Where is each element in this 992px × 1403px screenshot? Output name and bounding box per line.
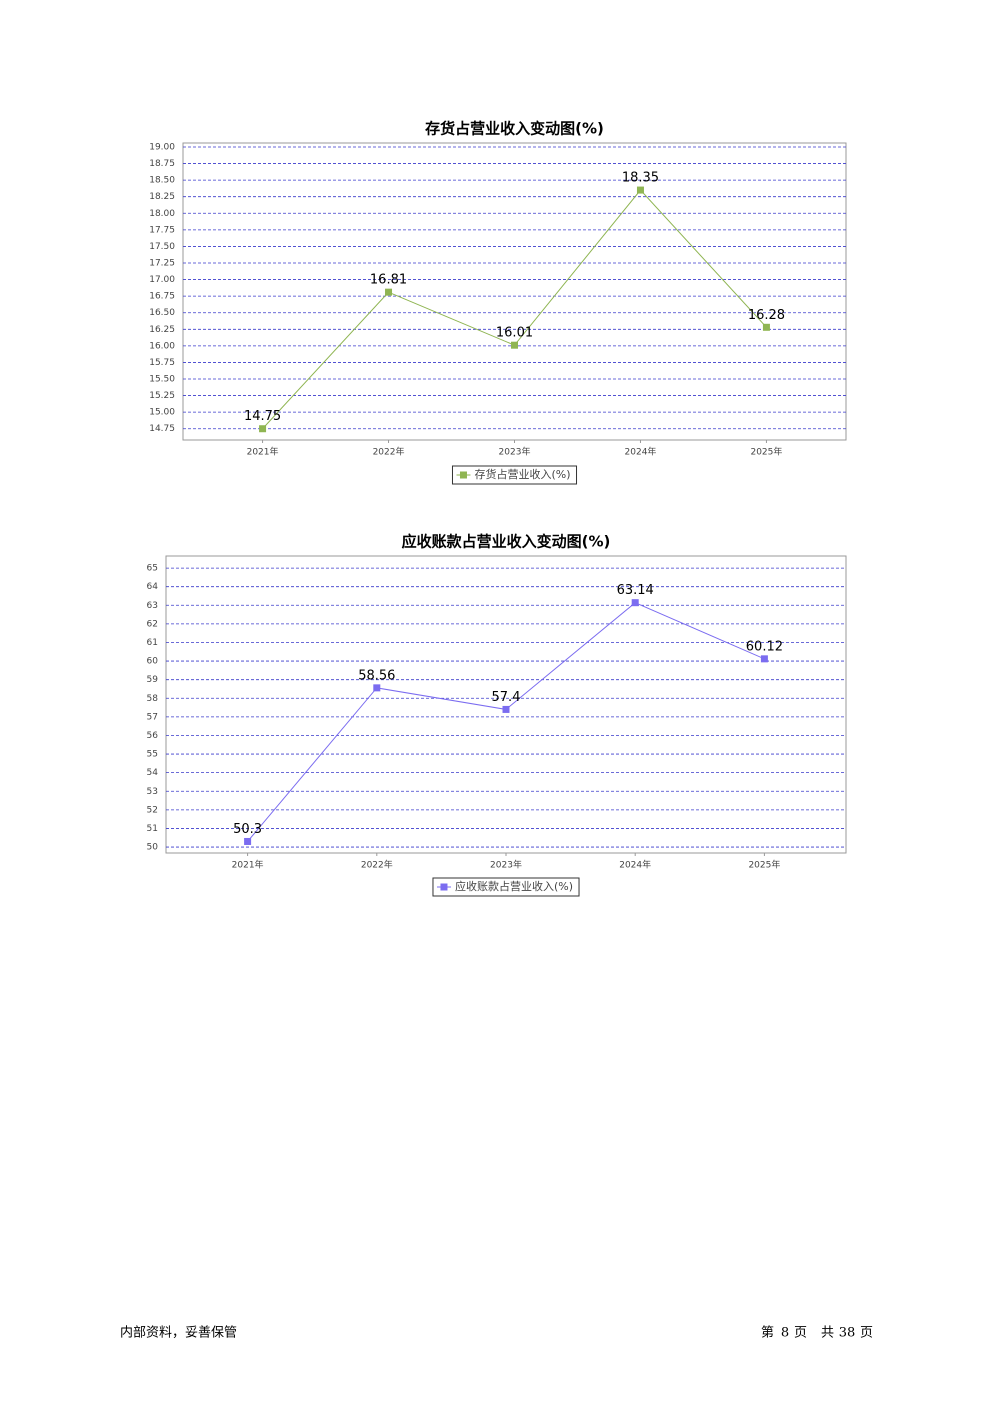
point bbox=[511, 341, 518, 349]
y-tick-label: 62 bbox=[147, 619, 158, 629]
y-tick-label: 57 bbox=[147, 712, 158, 722]
point bbox=[259, 425, 267, 433]
x-tick-label: 2024年 bbox=[625, 446, 657, 458]
y-tick-label: 60 bbox=[147, 657, 159, 667]
legend-marker bbox=[459, 471, 467, 479]
x-tick-label: 2024年 bbox=[619, 859, 651, 871]
footer-total: 38 bbox=[839, 1326, 856, 1341]
data-label: 18.35 bbox=[622, 171, 659, 186]
y-tick-label: 18.25 bbox=[149, 192, 175, 202]
y-tick-label: 65 bbox=[147, 564, 158, 574]
y-tick-label: 18.00 bbox=[149, 209, 175, 219]
point bbox=[631, 599, 639, 607]
y-tick-label: 14.75 bbox=[149, 424, 175, 434]
y-tick-label: 15.50 bbox=[149, 375, 175, 385]
point bbox=[385, 288, 393, 296]
footer-page: 8 bbox=[781, 1326, 789, 1341]
legend-label: 存货占营业收入(%) bbox=[474, 467, 570, 481]
point bbox=[373, 684, 381, 692]
footer-note: 内部资料，妥善保管 bbox=[120, 1325, 237, 1341]
data-label: 16.28 bbox=[748, 308, 785, 323]
point bbox=[760, 655, 768, 663]
y-tick-label: 53 bbox=[147, 787, 158, 797]
y-tick-label: 17.25 bbox=[149, 258, 175, 268]
data-label: 14.75 bbox=[244, 409, 281, 424]
y-tick-label: 16.00 bbox=[149, 341, 175, 351]
data-label: 50.3 bbox=[233, 822, 262, 837]
y-tick-label: 51 bbox=[147, 824, 158, 834]
y-tick-label: 17.00 bbox=[149, 275, 175, 285]
x-tick-label: 2022年 bbox=[373, 446, 405, 458]
y-tick-label: 17.75 bbox=[149, 225, 175, 235]
data-label: 60.12 bbox=[746, 639, 783, 654]
y-tick-label: 16.75 bbox=[149, 292, 175, 302]
data-label: 63.14 bbox=[617, 583, 654, 598]
legend-marker bbox=[440, 883, 448, 891]
x-tick-label: 2022年 bbox=[361, 859, 393, 871]
y-tick-label: 64 bbox=[147, 582, 159, 592]
footer-page-label: 第 bbox=[761, 1326, 774, 1341]
y-tick-label: 59 bbox=[147, 675, 159, 685]
y-tick-label: 15.25 bbox=[149, 391, 175, 401]
y-tick-label: 19.00 bbox=[149, 142, 175, 152]
point bbox=[244, 837, 252, 845]
y-tick-label: 61 bbox=[147, 638, 158, 648]
y-tick-label: 52 bbox=[147, 805, 158, 815]
y-tick-label: 50 bbox=[147, 843, 159, 853]
x-tick-label: 2021年 bbox=[232, 859, 264, 871]
x-tick-label: 2021年 bbox=[247, 446, 279, 458]
y-tick-label: 15.00 bbox=[149, 408, 175, 418]
legend-label: 应收账款占营业收入(%) bbox=[455, 879, 573, 893]
y-tick-label: 17.50 bbox=[149, 242, 175, 252]
y-tick-label: 15.75 bbox=[149, 358, 175, 368]
plot-area bbox=[182, 142, 847, 441]
chart-title: 应收账款占营业收入变动图(%) bbox=[402, 533, 611, 551]
legend-box bbox=[432, 877, 580, 897]
y-tick-label: 18.50 bbox=[149, 176, 175, 186]
chart-title: 存货占营业收入变动图(%) bbox=[425, 120, 604, 138]
x-tick-label: 2023年 bbox=[490, 859, 522, 871]
y-tick-label: 55 bbox=[147, 750, 158, 760]
point bbox=[762, 323, 770, 331]
y-tick-label: 16.50 bbox=[149, 308, 175, 318]
x-tick-label: 2025年 bbox=[748, 859, 780, 871]
footer-page-unit: 页 bbox=[794, 1326, 807, 1341]
data-label: 16.81 bbox=[370, 273, 407, 288]
point bbox=[636, 186, 644, 194]
footer-total-label: 共 bbox=[821, 1326, 834, 1341]
data-label: 58.56 bbox=[358, 668, 395, 683]
data-label: 57.4 bbox=[492, 690, 521, 705]
x-tick-label: 2025年 bbox=[750, 446, 782, 458]
y-tick-label: 58 bbox=[147, 694, 159, 704]
y-tick-label: 16.25 bbox=[149, 325, 175, 335]
footer-total-unit: 页 bbox=[860, 1326, 873, 1341]
data-label: 16.01 bbox=[496, 326, 533, 341]
y-tick-label: 56 bbox=[147, 731, 159, 741]
point bbox=[502, 705, 510, 713]
x-tick-label: 2023年 bbox=[499, 446, 531, 458]
legend-box bbox=[451, 465, 578, 485]
y-tick-label: 18.75 bbox=[149, 159, 175, 169]
y-tick-label: 54 bbox=[147, 768, 159, 778]
y-tick-label: 63 bbox=[147, 601, 158, 611]
